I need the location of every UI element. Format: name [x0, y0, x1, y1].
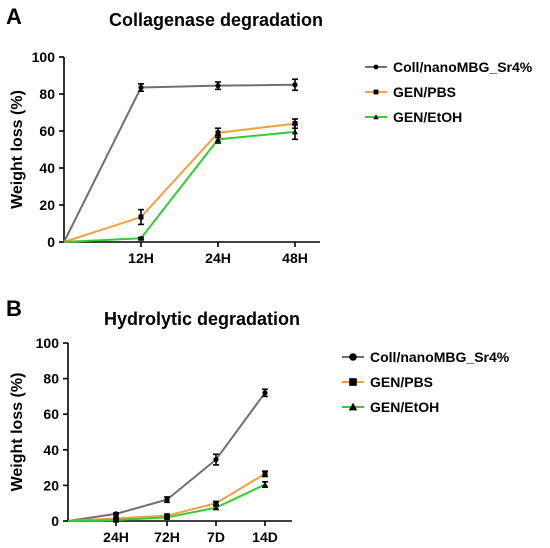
panel-label: A	[6, 4, 22, 29]
data-point	[213, 456, 219, 463]
data-point	[262, 481, 268, 488]
legend-marker	[348, 402, 358, 411]
data-point	[213, 500, 219, 506]
y-tick-label: 60	[43, 406, 59, 422]
x-tick-label: 7D	[207, 529, 225, 545]
data-point	[164, 514, 170, 520]
legend-label: GEN/EtOH	[370, 399, 439, 415]
data-point	[292, 121, 298, 127]
data-point	[215, 130, 221, 136]
y-tick-label: 40	[43, 442, 59, 458]
chart-panel-b: B Hydrolytic degradation 0 20 40 60 80 100 24H 72…	[6, 296, 510, 545]
y-tick-label: 80	[43, 371, 59, 387]
legend-label: GEN/PBS	[370, 374, 433, 390]
data-point	[138, 235, 144, 241]
data-point	[215, 136, 221, 142]
chart-panel-a: A Collagenase degradation 0 20 40 60 80 100 12H 2…	[6, 4, 533, 266]
legend-marker	[373, 64, 379, 70]
y-tick-label: 0	[51, 513, 59, 529]
x-tick-label: 72H	[154, 529, 180, 545]
series-gen-pbs	[67, 470, 268, 522]
y-axis-label: Weight loss (%)	[9, 90, 26, 209]
data-point	[262, 390, 268, 396]
y-tick-label: 40	[39, 160, 55, 176]
data-point	[292, 128, 298, 135]
series-line	[63, 122, 296, 243]
y-tick-label: 20	[39, 197, 55, 213]
x-tick-label: 12H	[128, 250, 154, 266]
legend-marker	[373, 89, 379, 95]
legend-label: Coll/nanoMBG_Sr4%	[370, 349, 510, 365]
y-tick-label: 100	[32, 49, 56, 65]
series-line	[63, 130, 296, 243]
y-axis-label: Weight loss (%)	[9, 373, 26, 492]
data-point	[138, 84, 144, 91]
y-tick-label: 80	[39, 86, 55, 102]
panel-label: B	[6, 296, 22, 321]
data-point	[262, 471, 268, 477]
legend-label: GEN/EtOH	[393, 109, 462, 125]
data-point	[138, 214, 144, 220]
legend-label: Coll/nanoMBG_Sr4%	[393, 59, 533, 75]
legend-marker	[349, 378, 357, 386]
y-tick-label: 60	[39, 123, 55, 139]
x-tick-label: 24H	[205, 250, 231, 266]
legend: Coll/nanoMBG_Sr4% GEN/PBS GEN/EtOH	[342, 349, 510, 415]
legend-marker	[373, 114, 379, 120]
data-point	[213, 504, 219, 511]
series-gen-pbs	[63, 118, 298, 243]
data-point	[164, 497, 170, 503]
legend: Coll/nanoMBG_Sr4% GEN/PBS GEN/EtOH	[365, 59, 533, 125]
legend-marker	[349, 353, 357, 361]
y-tick-label: 100	[36, 335, 60, 351]
series-coll-nanombg-sr4-	[63, 78, 298, 243]
x-tick-label: 24H	[103, 529, 129, 545]
series-gen-etoh	[63, 123, 298, 243]
x-tick-label: 14D	[252, 529, 278, 545]
data-point	[113, 517, 119, 523]
y-tick-label: 20	[43, 477, 59, 493]
series-coll-nanombg-sr4-	[67, 388, 268, 522]
y-tick-label: 0	[47, 234, 55, 250]
data-point	[292, 82, 298, 88]
legend-label: GEN/PBS	[393, 84, 456, 100]
data-point	[113, 511, 119, 517]
series-gen-etoh	[67, 481, 268, 523]
chart-title: Collagenase degradation	[109, 10, 323, 30]
series-line	[63, 83, 296, 243]
data-point	[215, 83, 221, 89]
chart-title: Hydrolytic degradation	[104, 309, 300, 329]
x-tick-label: 48H	[282, 250, 308, 266]
